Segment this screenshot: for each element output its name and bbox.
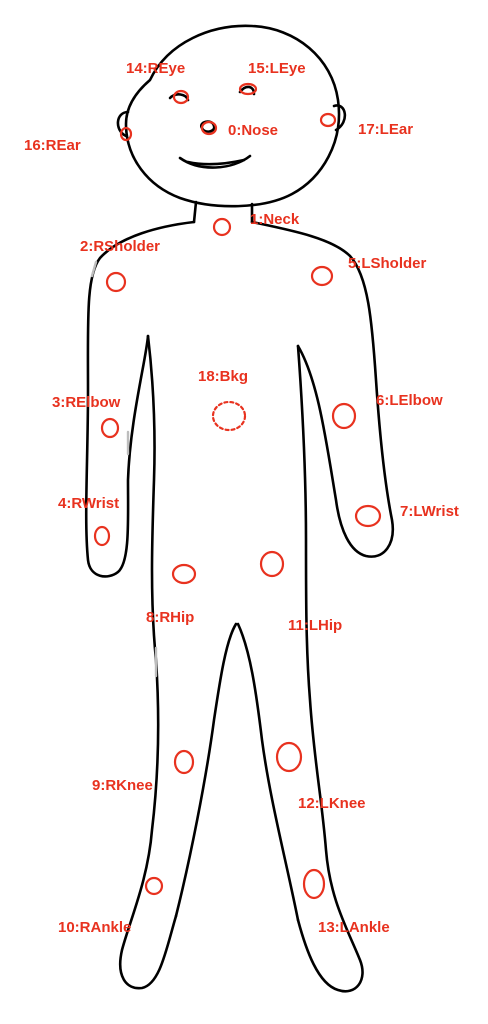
keypoint-label-lelbow: 6:LElbow [376, 392, 443, 409]
keypoint-label-lwrist: 7:LWrist [400, 503, 459, 520]
neck-outline-right [192, 200, 198, 224]
keypoint-label-bkg: 18:Bkg [198, 368, 248, 385]
keypoint-marker-leye [238, 82, 258, 96]
mouth-inner [186, 158, 246, 166]
keypoint-markers [93, 82, 382, 900]
keypoint-label-rknee: 9:RKnee [92, 777, 153, 794]
keypoint-label-rwrist: 4:RWrist [58, 495, 119, 512]
keypoint-marker-lelbow [331, 402, 357, 430]
left-ear-outline [332, 104, 347, 132]
keypoint-label-leye: 15:LEye [248, 60, 306, 77]
right-torso-arm-outline [84, 220, 196, 578]
keypoint-labels: 0:Nose 1:Neck 2:RSholder 3:RElbow 4:RWrist 5:… [24, 60, 459, 936]
left-armpit-torso [296, 344, 364, 993]
body-outline [84, 24, 395, 993]
keypoint-marker-bkg [211, 400, 247, 432]
keypoint-label-rear: 16:REar [24, 137, 81, 154]
keypoint-marker-rsholder [105, 271, 127, 293]
keypoint-marker-neck [212, 217, 232, 237]
left-inner-leg [236, 622, 300, 922]
right-inner-leg [174, 622, 238, 918]
keypoint-label-lsholder: 5:LSholder [348, 255, 427, 272]
keypoint-label-relbow: 3:RElbow [52, 394, 121, 411]
keypoint-label-nose: 0:Nose [228, 122, 278, 139]
keypoint-label-lhip: 11:LHip [288, 617, 342, 634]
keypoint-marker-lknee [275, 741, 303, 773]
keypoint-marker-lhip [259, 550, 285, 578]
right-armpit-torso [119, 334, 178, 990]
keypoint-marker-lwrist [354, 504, 382, 528]
keypoint-label-rsholder: 2:RSholder [80, 238, 160, 255]
keypoint-marker-relbow [100, 417, 120, 439]
outline-faded-shoulder [90, 260, 98, 278]
keypoint-label-rankle: 10:RAnkle [58, 919, 131, 936]
keypoint-marker-reye [172, 89, 190, 105]
keypoint-marker-rear [119, 126, 133, 142]
keypoint-marker-rknee [173, 749, 195, 775]
keypoint-marker-nose [200, 120, 218, 136]
keypoint-marker-rhip [171, 563, 197, 585]
keypoint-label-neck: 1:Neck [250, 211, 300, 228]
nose-sketch [199, 120, 216, 133]
right-eye-sketch [168, 93, 190, 102]
head-outline [124, 24, 341, 208]
keypoint-label-reye: 14:REye [126, 60, 185, 77]
keypoint-marker-rankle [144, 876, 164, 896]
keypoint-label-lankle: 13:LAnkle [318, 919, 390, 936]
keypoint-marker-lankle [302, 868, 326, 900]
keypoint-marker-lear [319, 112, 337, 128]
keypoint-marker-rwrist [93, 525, 111, 547]
right-ear-outline [116, 110, 130, 138]
keypoint-marker-lsholder [310, 265, 334, 287]
keypoint-label-lknee: 12:LKnee [298, 795, 366, 812]
keypoint-label-rhip: 8:RHip [146, 609, 194, 626]
keypoint-label-lear: 17:LEar [358, 121, 413, 138]
left-torso-arm-outline [250, 220, 395, 558]
